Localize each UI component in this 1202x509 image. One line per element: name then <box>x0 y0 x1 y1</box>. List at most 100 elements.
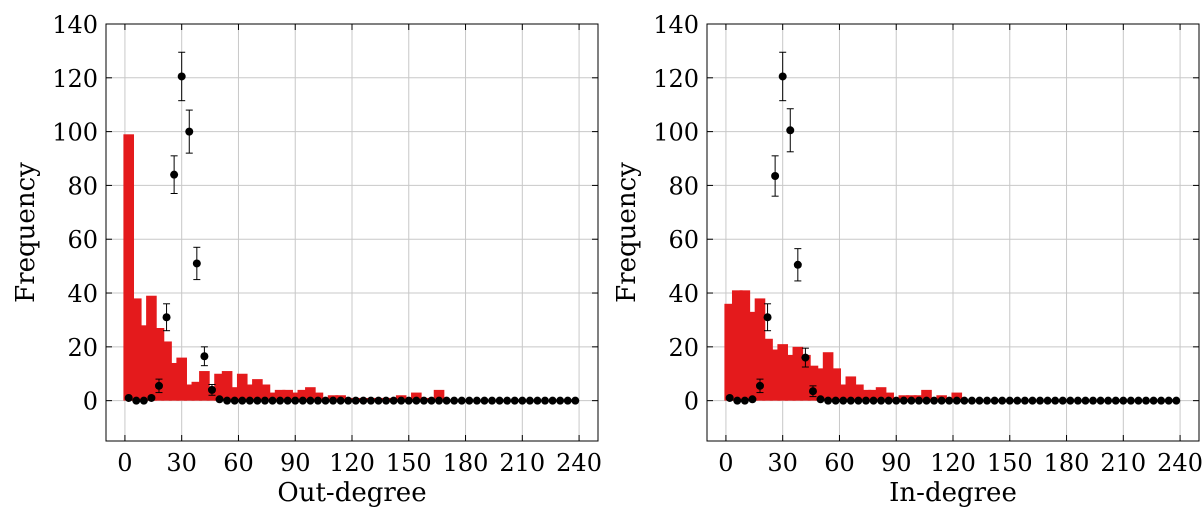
out-degree-point <box>503 396 512 405</box>
out-degree-bar <box>305 387 316 401</box>
out-degree-x-tick-label: 60 <box>223 449 254 477</box>
out-degree-bar <box>123 134 135 401</box>
in-degree-x-tick-label: 150 <box>987 449 1033 477</box>
out-degree-point <box>525 396 534 405</box>
in-degree-point <box>1081 396 1090 405</box>
out-degree-point <box>450 396 459 405</box>
in-degree-point <box>786 126 795 135</box>
in-degree-x-tick-label: 0 <box>718 449 733 477</box>
in-degree-point <box>899 396 908 405</box>
out-degree-bar <box>411 392 422 401</box>
out-degree-point <box>313 396 322 405</box>
out-degree-y-tick-label: 20 <box>67 334 98 362</box>
in-degree-bar <box>739 290 751 401</box>
in-degree-bar <box>762 338 773 401</box>
out-degree-point <box>170 170 179 179</box>
in-degree-bar <box>830 368 841 401</box>
out-degree-x-tick-label: 90 <box>280 449 311 477</box>
in-degree-point <box>778 72 787 81</box>
in-degree-x-axis-label: In-degree <box>889 478 1017 508</box>
in-degree-point <box>1058 396 1067 405</box>
out-degree-point <box>442 396 451 405</box>
in-degree-point <box>755 381 764 390</box>
in-degree-point <box>1066 396 1075 405</box>
out-degree-point <box>389 396 398 405</box>
out-degree-y-tick-label: 60 <box>67 226 98 254</box>
in-degree-bar <box>837 384 849 401</box>
out-degree-point <box>404 396 413 405</box>
out-degree-point <box>472 396 481 405</box>
out-degree-y-tick-label: 140 <box>52 11 98 39</box>
out-degree-point <box>215 395 224 404</box>
out-degree-point <box>548 396 557 405</box>
in-degree-point <box>733 396 742 405</box>
out-degree-point <box>488 396 497 405</box>
out-degree-point <box>518 396 527 405</box>
out-degree-bar <box>236 373 248 401</box>
out-degree-bar <box>312 392 324 401</box>
out-degree-point <box>563 396 572 405</box>
out-degree-x-tick-label: 210 <box>499 449 545 477</box>
in-degree-point <box>1020 396 1029 405</box>
out-degree-x-tick-label: 180 <box>443 449 489 477</box>
out-degree-x-axis-label: Out-degree <box>277 478 426 508</box>
in-degree-bar <box>853 384 864 401</box>
out-degree-point <box>556 396 565 405</box>
in-degree-point <box>914 396 923 405</box>
out-degree-point <box>351 396 360 405</box>
in-degree-point <box>1149 396 1158 405</box>
out-degree-point <box>329 396 338 405</box>
in-degree-point <box>1036 396 1045 405</box>
in-degree-point <box>846 396 855 405</box>
out-degree-point <box>185 127 194 136</box>
out-degree-point <box>245 396 254 405</box>
in-degree-point <box>824 396 833 405</box>
in-degree-y-tick-label: 60 <box>668 226 699 254</box>
out-degree-bar <box>199 371 210 401</box>
out-degree-bar <box>168 362 180 401</box>
in-degree-point <box>1104 396 1113 405</box>
out-degree-point <box>374 396 383 405</box>
out-degree-bar <box>138 325 150 401</box>
in-degree-bar <box>784 354 796 401</box>
out-degree-x-tick-label: 0 <box>117 449 132 477</box>
in-degree-bar <box>822 352 834 401</box>
in-degree-x-tick-label: 180 <box>1044 449 1090 477</box>
in-degree-bar <box>731 290 743 401</box>
in-degree-point <box>725 393 734 402</box>
in-degree-point <box>998 396 1007 405</box>
in-degree-point <box>1096 396 1105 405</box>
out-degree-point <box>230 396 239 405</box>
out-degree-point <box>457 396 466 405</box>
in-degree-point <box>1111 396 1120 405</box>
out-degree-point <box>344 396 353 405</box>
out-degree-bar <box>176 357 187 401</box>
in-degree-point <box>975 396 984 405</box>
out-degree-y-tick-label: 120 <box>52 65 98 93</box>
out-degree-point <box>465 396 474 405</box>
in-degree-point <box>983 396 992 405</box>
out-degree-bar <box>289 392 301 401</box>
out-degree-bar <box>252 379 263 401</box>
in-degree-point <box>1043 396 1052 405</box>
in-degree-point <box>1164 396 1173 405</box>
out-degree-bar <box>183 384 195 401</box>
in-degree-bar <box>845 376 857 401</box>
out-degree-bar <box>221 371 233 401</box>
out-degree-chart: 0 30 60 90 120 150 180 210 240 0 20 40 60 80 100 120 140… <box>11 11 601 508</box>
out-degree-point <box>162 313 171 322</box>
out-degree-x-tick-label: 30 <box>166 449 197 477</box>
out-degree-bar <box>146 295 157 401</box>
out-degree-bar <box>282 389 293 401</box>
out-degree-ticks: 0 30 60 90 120 150 180 210 240 0 20 40 60 80 100 120 140 <box>52 11 601 477</box>
in-degree-bar <box>883 392 894 401</box>
in-degree-y-tick-label: 100 <box>653 119 699 147</box>
out-degree-bar <box>244 384 256 401</box>
out-degree-y-axis-label: Frequency <box>11 162 41 303</box>
out-degree-point <box>306 396 315 405</box>
in-degree-y-tick-label: 20 <box>668 334 699 362</box>
out-degree-point <box>533 396 542 405</box>
in-degree-point <box>1073 396 1082 405</box>
out-degree-point <box>359 396 368 405</box>
in-degree-y-tick-label: 120 <box>653 65 699 93</box>
